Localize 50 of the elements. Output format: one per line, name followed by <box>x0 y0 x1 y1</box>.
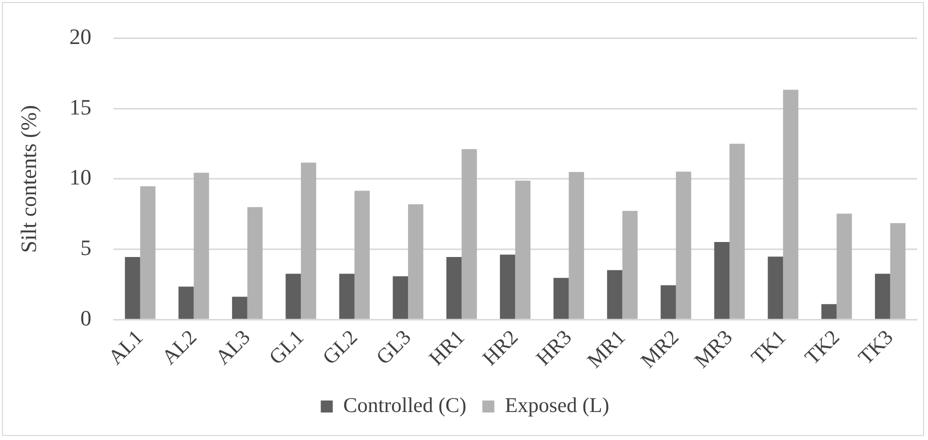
x-tick-label: HR3 <box>531 325 576 370</box>
bar <box>729 144 745 319</box>
y-axis-title: Silt contents (%) <box>16 104 41 253</box>
x-tick-label: TK1 <box>746 325 790 370</box>
x-tick-label: TK3 <box>853 325 898 370</box>
bar <box>660 285 676 319</box>
bar <box>140 186 156 319</box>
legend-label: Controlled (C) <box>343 393 466 418</box>
bar <box>247 207 263 319</box>
x-tick-label: TK2 <box>800 325 844 370</box>
y-tick-label: 5 <box>80 235 92 260</box>
y-tick-label: 0 <box>80 305 92 330</box>
bar <box>339 274 354 319</box>
x-tick-label: GL1 <box>264 325 308 370</box>
x-tick-label: HR1 <box>424 325 470 370</box>
bar <box>622 210 638 319</box>
bar <box>462 149 477 319</box>
bar <box>554 278 569 319</box>
bar <box>286 274 301 319</box>
bar <box>354 190 370 319</box>
legend-label: Exposed (L) <box>504 393 610 418</box>
bar <box>890 223 906 319</box>
bar <box>178 286 194 319</box>
bar <box>232 296 248 319</box>
y-tick-label: 10 <box>69 164 92 190</box>
bar <box>446 257 462 319</box>
x-tick-label: HR2 <box>478 325 523 370</box>
y-tick-label: 15 <box>69 94 92 120</box>
bar <box>768 256 784 319</box>
bar <box>194 172 210 319</box>
bar <box>392 276 408 319</box>
bar <box>836 214 852 319</box>
bar <box>607 270 622 319</box>
bar <box>500 254 516 319</box>
x-tick-label: AL2 <box>157 325 202 370</box>
x-tick-label: GL2 <box>318 325 362 370</box>
bar <box>515 180 530 319</box>
bar <box>874 274 890 319</box>
x-tick-label: AL3 <box>210 325 255 370</box>
bar <box>676 172 692 319</box>
bar <box>124 257 140 319</box>
bar <box>821 304 837 319</box>
x-tick-label: AL1 <box>103 325 148 370</box>
bar <box>783 90 798 319</box>
y-tick-label: 20 <box>69 24 92 49</box>
bar <box>408 204 424 319</box>
x-tick-label: GL3 <box>371 325 416 370</box>
bar <box>300 162 316 319</box>
bar <box>714 242 730 319</box>
bar <box>568 172 584 319</box>
